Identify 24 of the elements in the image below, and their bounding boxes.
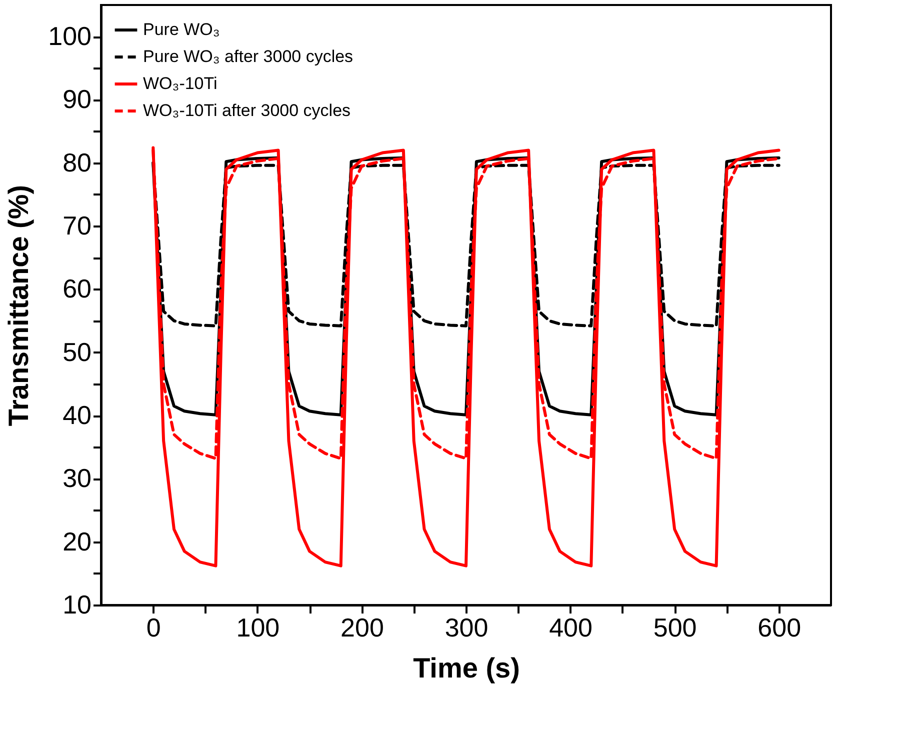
y-tick-label: 50 [62, 336, 92, 367]
x-tick-label: 300 [444, 612, 488, 642]
y-tick-label: 10 [62, 590, 92, 620]
y-tick-label: 70 [62, 210, 92, 241]
y-axis-title: Transmittance (%) [3, 184, 34, 426]
x-tick-label: 200 [340, 612, 384, 642]
y-tick-label: 20 [62, 526, 92, 556]
y-tick-label: 40 [62, 400, 92, 430]
line-series [152, 146, 780, 568]
legend-label: WO₃-10Ti [143, 74, 218, 93]
x-axis-title: Time (s) [413, 652, 520, 684]
y-tick-label: 80 [62, 147, 92, 178]
y-tick-label: 90 [62, 84, 92, 114]
x-tick-label: 0 [146, 612, 161, 642]
legend-label: Pure WO₃ after 3000 cycles [143, 47, 354, 66]
legend-label: WO₃-10Ti after 3000 cycles [143, 101, 351, 120]
x-tick-label: 500 [653, 612, 697, 642]
x-tick-label: 100 [236, 612, 280, 642]
y-tick-label: 30 [62, 463, 92, 494]
x-tick-label: 600 [758, 612, 802, 642]
y-tick-label: 60 [62, 274, 92, 304]
x-tick-label: 400 [549, 612, 592, 642]
legend-label: Pure WO₃ [143, 20, 220, 39]
y-tick-label: 100 [48, 21, 92, 52]
